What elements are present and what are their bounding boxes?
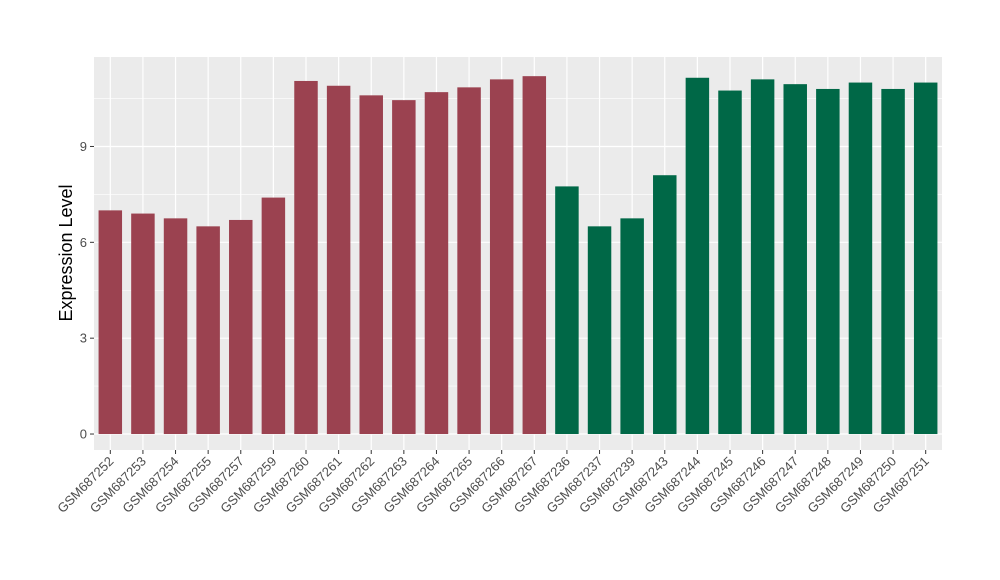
bar-GSM687247 — [783, 84, 807, 435]
y-tick-label: 9 — [80, 139, 87, 154]
bar-GSM687265 — [457, 87, 481, 435]
bar-GSM687253 — [131, 213, 155, 435]
bar-GSM687263 — [392, 100, 416, 435]
bar-GSM687246 — [750, 79, 775, 435]
bar-GSM687249 — [848, 82, 873, 435]
bar-GSM687250 — [881, 88, 905, 435]
bar-GSM687248 — [816, 88, 840, 435]
bar-GSM687264 — [424, 92, 449, 435]
y-tick-label: 3 — [80, 331, 87, 346]
bar-GSM687243 — [653, 175, 677, 435]
bar-GSM687262 — [359, 95, 383, 435]
panel-background — [94, 57, 942, 450]
x-axis-ticks: GSM687252GSM687253GSM687254GSM687255GSM6… — [54, 450, 932, 516]
y-axis-ticks: 0 3 6 9 — [80, 139, 94, 442]
bar-GSM687257 — [229, 219, 253, 435]
bar-GSM687255 — [196, 226, 220, 435]
bar-GSM687261 — [326, 85, 351, 435]
bar-GSM687266 — [489, 79, 514, 435]
bar-GSM687244 — [685, 77, 710, 435]
bar-GSM687252 — [98, 210, 123, 435]
bar-GSM687254 — [163, 218, 188, 435]
bar-GSM687267 — [522, 76, 547, 435]
bar-GSM687251 — [913, 82, 938, 435]
bar-GSM687236 — [555, 186, 579, 435]
bar-GSM687237 — [587, 226, 612, 435]
bar-GSM687239 — [620, 218, 644, 435]
bars — [98, 76, 938, 435]
bar-GSM687259 — [261, 197, 286, 435]
bar-GSM687260 — [294, 80, 318, 435]
y-tick-label: 6 — [80, 235, 87, 250]
y-axis-title: Expression Level — [56, 184, 76, 321]
y-tick-label: 0 — [80, 427, 87, 442]
bar-GSM687245 — [718, 90, 742, 435]
